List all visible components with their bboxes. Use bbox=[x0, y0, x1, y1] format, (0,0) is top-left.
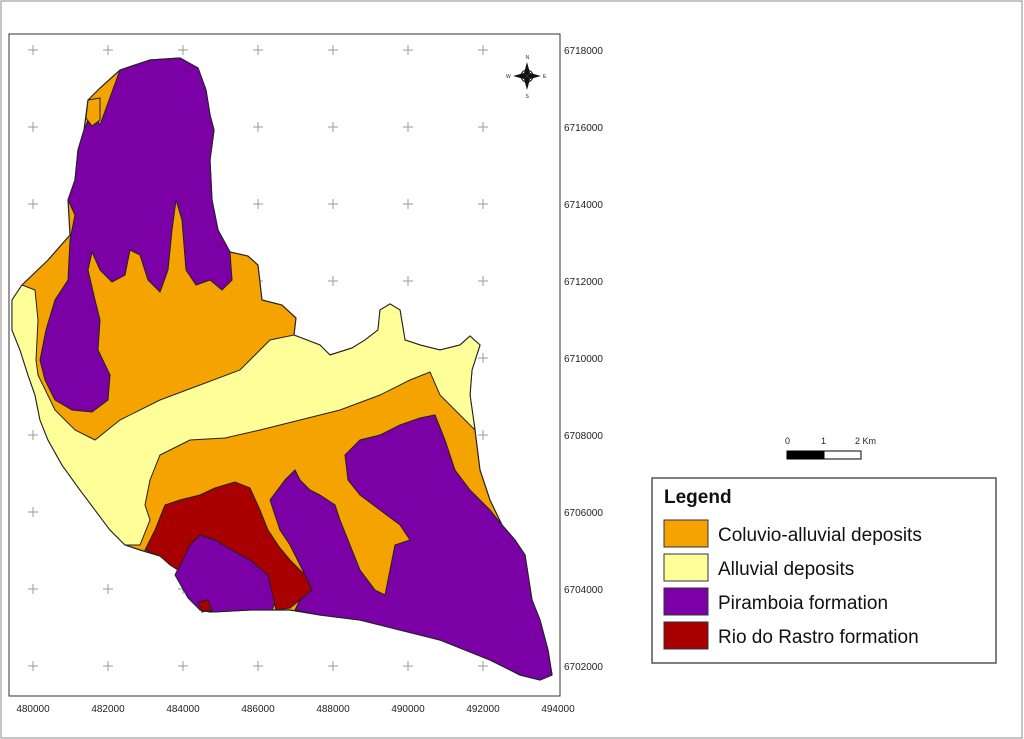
legend-item-label: Coluvio-alluvial deposits bbox=[718, 525, 922, 546]
area-rio-do-rastro-small bbox=[197, 599, 213, 613]
legend-swatch bbox=[663, 553, 709, 582]
grid-cross bbox=[403, 122, 413, 132]
legend-swatch bbox=[663, 519, 709, 548]
grid-cross bbox=[103, 584, 113, 594]
grid-cross bbox=[28, 45, 38, 55]
north-label-n: N bbox=[526, 55, 530, 61]
scale-label-0: 0 bbox=[785, 436, 790, 446]
legend-item-label: Alluvial deposits bbox=[718, 559, 854, 580]
y-tick-label: 6718000 bbox=[564, 46, 603, 57]
y-tick-label: 6704000 bbox=[564, 585, 603, 596]
grid-cross bbox=[478, 430, 488, 440]
grid-cross bbox=[253, 45, 263, 55]
grid-cross bbox=[28, 507, 38, 517]
y-tick-label: 6710000 bbox=[564, 354, 603, 365]
north-arrow-e-icon bbox=[527, 73, 541, 79]
x-tick-label: 482000 bbox=[91, 704, 125, 715]
grid-cross bbox=[103, 661, 113, 671]
legend-item-label: Piramboia formation bbox=[718, 593, 888, 614]
x-tick-label: 488000 bbox=[316, 704, 350, 715]
grid-cross bbox=[178, 45, 188, 55]
north-label-s: S bbox=[526, 94, 530, 100]
grid-cross bbox=[328, 661, 338, 671]
x-tick-label: 480000 bbox=[16, 704, 50, 715]
grid-cross bbox=[328, 122, 338, 132]
x-tick-label: 486000 bbox=[241, 704, 275, 715]
y-tick-label: 6706000 bbox=[564, 508, 603, 519]
grid-cross bbox=[403, 276, 413, 286]
area-rio-do-rastro bbox=[144, 481, 313, 611]
grid-cross bbox=[478, 199, 488, 209]
grid-cross bbox=[178, 661, 188, 671]
geology-map bbox=[11, 57, 553, 681]
area-alluvial bbox=[11, 284, 481, 546]
north-label-w: W bbox=[506, 74, 511, 80]
grid-cross bbox=[478, 661, 488, 671]
x-tick-label: 492000 bbox=[466, 704, 500, 715]
x-tick-labels: 480000 482000 484000 486000 488000 490000 4920… bbox=[16, 704, 575, 715]
grid-cross bbox=[103, 45, 113, 55]
area-piramboia-south bbox=[269, 414, 553, 681]
grid-cross bbox=[28, 430, 38, 440]
grid-cross bbox=[328, 45, 338, 55]
x-tick-label: 484000 bbox=[166, 704, 200, 715]
north-arrow: N S E W bbox=[506, 55, 547, 100]
grid-cross bbox=[328, 199, 338, 209]
area-coluvio-nw bbox=[85, 97, 101, 127]
legend: Legend Coluvio-alluvial deposits Alluvial… bbox=[651, 477, 997, 664]
grid-cross bbox=[28, 584, 38, 594]
scale-label-1: 1 bbox=[821, 436, 826, 446]
y-tick-labels: 6718000 6716000 6714000 6712000 6710000 67080… bbox=[564, 46, 603, 673]
grid-cross bbox=[28, 661, 38, 671]
x-tick-label: 494000 bbox=[541, 704, 575, 715]
y-tick-label: 6708000 bbox=[564, 431, 603, 442]
grid-cross bbox=[403, 199, 413, 209]
x-tick-label: 490000 bbox=[391, 704, 425, 715]
scale-label-2: 2 Km bbox=[855, 436, 876, 446]
grid-cross bbox=[478, 276, 488, 286]
grid-cross bbox=[478, 122, 488, 132]
grid-cross bbox=[28, 122, 38, 132]
y-tick-label: 6702000 bbox=[564, 662, 603, 673]
scale-bar: 0 1 2 Km bbox=[785, 436, 876, 460]
grid-cross bbox=[253, 661, 263, 671]
legend-title: Legend bbox=[664, 487, 732, 508]
grid-cross bbox=[403, 45, 413, 55]
north-arrow-s-icon bbox=[524, 76, 530, 90]
north-arrow-n-icon bbox=[524, 62, 530, 76]
grid-cross bbox=[403, 661, 413, 671]
y-tick-label: 6714000 bbox=[564, 200, 603, 211]
grid-cross bbox=[253, 122, 263, 132]
grid-cross bbox=[253, 199, 263, 209]
area-piramboia-north bbox=[39, 57, 233, 413]
legend-swatch bbox=[663, 587, 709, 616]
grid-cross bbox=[28, 199, 38, 209]
north-arrow-w-icon bbox=[513, 73, 527, 79]
legend-box bbox=[651, 477, 997, 664]
legend-item-label: Rio do Rastro formation bbox=[718, 627, 919, 648]
y-tick-label: 6716000 bbox=[564, 123, 603, 134]
grid-cross bbox=[328, 276, 338, 286]
north-label-e: E bbox=[543, 74, 547, 80]
grid-cross bbox=[478, 45, 488, 55]
y-tick-label: 6712000 bbox=[564, 277, 603, 288]
grid-cross bbox=[478, 353, 488, 363]
legend-swatch bbox=[663, 621, 709, 650]
